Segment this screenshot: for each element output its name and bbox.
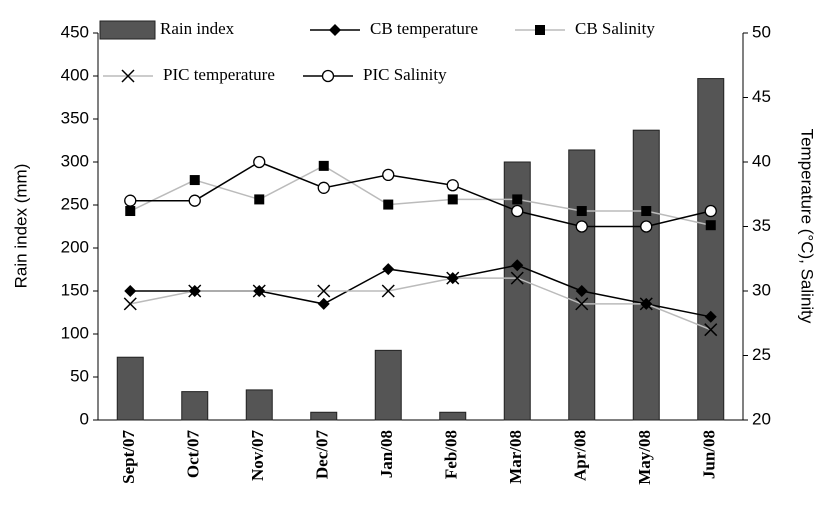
y2-tick-label: 50 — [752, 22, 771, 41]
marker-circle — [188, 194, 201, 207]
marker-circle — [317, 181, 330, 194]
marker-x — [575, 297, 589, 311]
marker-circle — [382, 168, 395, 182]
x-tick-label: Feb/08 — [442, 430, 461, 479]
line — [129, 165, 711, 226]
bar — [568, 149, 596, 421]
y-tick-label: 400 — [61, 65, 89, 84]
x-tick-label: Oct/07 — [184, 430, 203, 479]
legend-label: Rain index — [160, 19, 235, 38]
bar — [439, 411, 467, 421]
x-tick-label: Jun/08 — [700, 430, 719, 479]
legend-item: PIC temperature — [103, 65, 275, 84]
legend-item: CB temperature — [310, 19, 478, 38]
y2-tick-label: 20 — [752, 409, 771, 428]
marker-x — [121, 69, 135, 83]
bar — [181, 391, 209, 421]
legend-item: CB Salinity — [515, 19, 655, 38]
y-tick-label: 50 — [70, 366, 89, 385]
marker-x — [639, 297, 653, 311]
bar — [245, 389, 273, 421]
marker-square — [512, 194, 523, 205]
marker-diamond — [317, 297, 330, 310]
marker-circle — [575, 220, 588, 233]
y-tick-label: 100 — [61, 323, 89, 342]
marker-diamond — [329, 24, 341, 36]
y-axis-label: Rain index (mm) — [11, 164, 30, 289]
marker-square — [447, 194, 458, 205]
marker-x — [446, 271, 460, 285]
bar — [374, 349, 402, 421]
marker-x — [188, 284, 202, 298]
marker-circle — [511, 204, 524, 218]
bar — [310, 411, 338, 421]
marker-diamond — [124, 285, 137, 297]
legend-item: PIC Salinity — [303, 65, 447, 84]
marker-circle — [704, 204, 717, 218]
marker-circle — [446, 179, 459, 192]
marker-square — [383, 199, 394, 210]
legend-label: PIC temperature — [163, 65, 275, 84]
marker-square — [189, 175, 200, 186]
x-tick-label: Dec/07 — [313, 430, 332, 480]
legend-item: Rain index — [99, 19, 235, 40]
marker-square — [318, 160, 329, 171]
marker-diamond — [575, 285, 588, 297]
y2-tick-label: 40 — [752, 151, 771, 170]
x-tick-label: Jan/08 — [377, 430, 396, 478]
x-tick-label: Nov/07 — [248, 430, 267, 482]
marker-square — [535, 25, 545, 35]
marker-circle — [640, 220, 653, 233]
y2-tick-label: 30 — [752, 280, 771, 299]
marker-square — [705, 220, 716, 231]
marker-x — [510, 271, 524, 285]
x-tick-label: Sept/07 — [119, 430, 138, 484]
marker-diamond — [704, 310, 717, 323]
marker-circle — [253, 155, 266, 169]
marker-x — [252, 284, 266, 298]
marker-square — [641, 206, 652, 217]
x-tick-label: Apr/08 — [571, 430, 590, 481]
y-tick-label: 300 — [61, 151, 89, 170]
marker-circle — [124, 194, 137, 207]
line — [130, 277, 712, 331]
marker-x — [317, 284, 331, 298]
y-tick-label: 200 — [61, 237, 89, 256]
marker-diamond — [382, 263, 395, 276]
y-tick-label: 350 — [61, 108, 89, 127]
y2-tick-label: 35 — [752, 216, 771, 235]
y-tick-label: 150 — [61, 280, 89, 299]
marker-square — [576, 206, 587, 217]
bar — [697, 78, 725, 421]
marker-x — [704, 323, 718, 337]
x-tick-label: Mar/08 — [506, 430, 525, 484]
y-tick-label: 250 — [61, 194, 89, 213]
y2-axis-label: Temperature (°C), Salinity — [798, 129, 817, 324]
x-tick-label: May/08 — [635, 430, 654, 485]
marker-circle — [321, 69, 335, 83]
marker-square — [125, 206, 136, 217]
marker-x — [123, 297, 137, 311]
legend-label: CB Salinity — [575, 19, 655, 38]
marker-x — [381, 284, 395, 298]
bar — [116, 356, 144, 421]
marker-square — [254, 194, 265, 205]
y2-tick-label: 25 — [752, 345, 771, 364]
y-tick-label: 0 — [80, 409, 89, 428]
y2-tick-label: 45 — [752, 87, 771, 106]
marker-diamond — [511, 259, 524, 272]
legend-label: PIC Salinity — [363, 65, 447, 84]
legend-label: CB temperature — [370, 19, 478, 38]
bar — [632, 129, 660, 421]
y-tick-label: 450 — [61, 22, 89, 41]
legend-swatch — [99, 20, 156, 40]
line — [130, 161, 711, 228]
